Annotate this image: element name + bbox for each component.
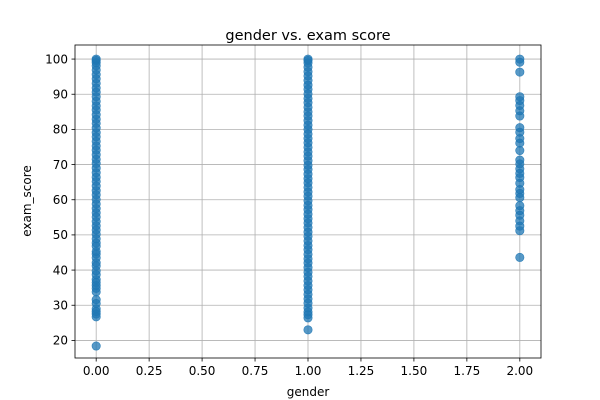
x-tick-label: 1.50 <box>401 364 428 378</box>
y-tick-label: 30 <box>53 299 68 313</box>
chart-title: gender vs. exam score <box>225 28 390 44</box>
data-point <box>515 252 525 262</box>
data-point <box>515 123 525 133</box>
data-point <box>91 341 101 351</box>
y-tick-label: 50 <box>53 228 68 242</box>
x-tick-label: 2.00 <box>506 364 533 378</box>
y-tick-label: 60 <box>53 193 68 207</box>
x-tick-label: 1.00 <box>295 364 322 378</box>
x-tick-label: 0.00 <box>83 364 110 378</box>
data-points <box>91 54 525 351</box>
y-axis-label: exam_score <box>20 165 34 237</box>
data-point <box>515 155 525 165</box>
data-point <box>515 67 525 77</box>
x-tick-label: 1.75 <box>454 364 481 378</box>
x-tick-label: 1.25 <box>348 364 375 378</box>
y-tick-label: 100 <box>45 52 68 66</box>
x-tick-label: 0.75 <box>242 364 269 378</box>
data-point <box>91 295 101 305</box>
data-point <box>303 325 313 335</box>
y-tick-label: 20 <box>53 334 68 348</box>
y-tick-label: 80 <box>53 123 68 137</box>
y-tick-label: 70 <box>53 158 68 172</box>
x-axis-label: gender <box>287 385 330 399</box>
data-point <box>515 201 525 211</box>
y-tick-label: 40 <box>53 263 68 277</box>
x-tick-label: 0.25 <box>136 364 163 378</box>
data-point <box>515 92 525 102</box>
x-axis: 0.00 0.25 0.50 0.75 1.00 1.25 1.50 1.75 2.00 <box>83 358 533 378</box>
data-point <box>91 54 101 64</box>
y-axis: 20 30 40 50 60 70 80 90 100 <box>45 52 75 348</box>
data-point <box>303 54 313 64</box>
y-tick-label: 90 <box>53 88 68 102</box>
x-tick-label: 0.50 <box>189 364 216 378</box>
data-point <box>515 54 525 64</box>
